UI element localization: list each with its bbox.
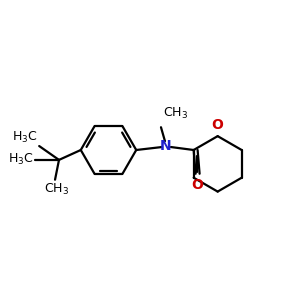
Text: O: O bbox=[212, 118, 224, 132]
Text: H$_3$C: H$_3$C bbox=[8, 152, 33, 167]
Text: O: O bbox=[192, 178, 204, 192]
Text: CH$_3$: CH$_3$ bbox=[163, 106, 188, 121]
Text: CH$_3$: CH$_3$ bbox=[44, 182, 70, 197]
Text: N: N bbox=[160, 139, 172, 153]
Text: H$_3$C: H$_3$C bbox=[12, 130, 37, 145]
